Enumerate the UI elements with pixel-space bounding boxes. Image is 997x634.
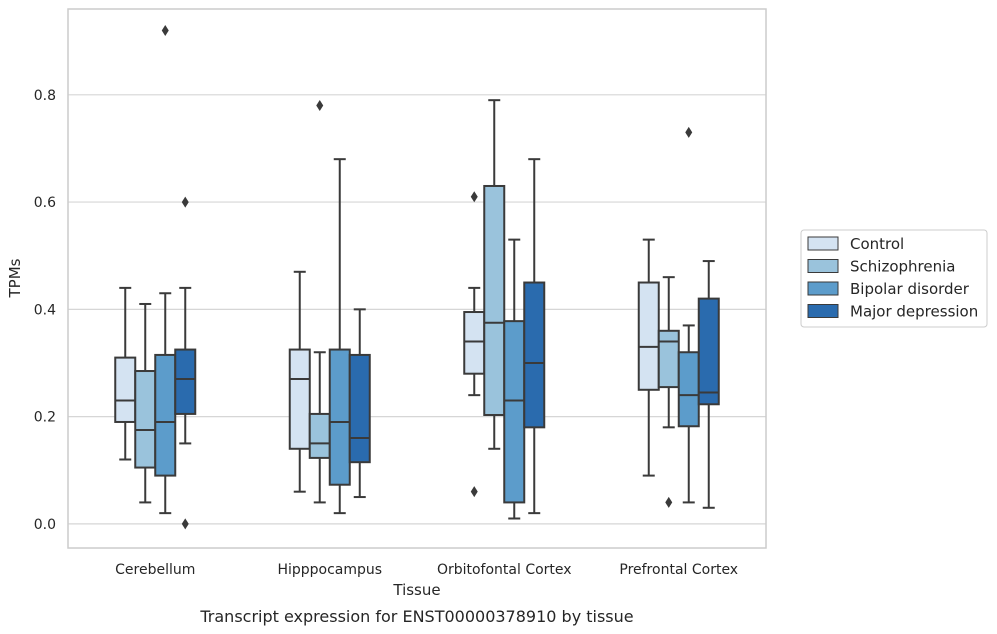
legend-swatch <box>807 259 839 273</box>
x-tick-labels: Cerebellum Hipppocampus Orbitofontal Corte… <box>115 562 738 578</box>
box <box>328 348 351 486</box>
y-tick-labels: 0.0 0.2 0.4 0.6 0.8 <box>34 88 56 533</box>
box <box>463 311 486 375</box>
box <box>503 320 526 504</box>
y-tick-label: 0.4 <box>34 302 56 318</box>
box <box>637 281 660 391</box>
legend: Control Schizophrenia Bipolar disorder Majo… <box>800 229 988 328</box>
outlier-point <box>181 196 189 208</box>
legend-swatch <box>807 281 839 296</box>
box-series <box>114 24 720 530</box>
box-group <box>308 100 331 504</box>
box-group <box>114 286 137 461</box>
outlier-point <box>161 24 169 36</box>
box <box>114 356 137 423</box>
box <box>483 184 506 416</box>
outlier-point <box>181 518 189 530</box>
box-group <box>328 158 351 515</box>
box <box>523 281 546 429</box>
y-tick-label: 0.8 <box>34 88 56 104</box>
box-group <box>503 238 526 520</box>
legend-label: Control <box>850 235 904 253</box>
y-tick-label: 0.2 <box>34 410 56 426</box>
plot-frame <box>67 8 767 549</box>
legend-swatch <box>807 236 839 251</box>
box-group <box>348 308 371 499</box>
chart-caption: Transcript expression for ENST0000037891… <box>199 607 633 626</box>
box-group <box>134 302 157 504</box>
box-group <box>677 126 700 504</box>
box-group <box>697 260 720 509</box>
box <box>308 412 331 459</box>
outlier-point <box>685 126 693 138</box>
y-tick-label: 0.0 <box>34 517 56 533</box>
box <box>657 329 680 389</box>
box-group <box>637 238 660 477</box>
box-group <box>463 191 486 498</box>
box <box>134 370 157 469</box>
box <box>677 351 700 428</box>
box <box>697 297 720 406</box>
legend-label: Bipolar disorder <box>850 280 970 298</box>
outlier-point <box>470 486 478 498</box>
outlier-point <box>665 496 673 508</box>
box-group <box>523 158 546 515</box>
box-group <box>657 276 680 508</box>
box <box>154 353 177 477</box>
legend-frame <box>800 229 988 328</box>
box-group <box>154 24 177 515</box>
x-tick-label: Orbitofontal Cortex <box>437 562 572 578</box>
y-axis-label: TPMs <box>6 258 24 298</box>
x-axis-label: Tissue <box>392 581 440 599</box>
box <box>288 348 311 450</box>
legend-swatch <box>807 304 839 318</box>
y-tick-label: 0.6 <box>34 195 56 211</box>
outlier-point <box>316 100 324 112</box>
x-tick-label: Hipppocampus <box>277 562 382 578</box>
box <box>174 348 197 415</box>
legend-label: Major depression <box>850 303 978 321</box>
box-group <box>174 196 197 530</box>
x-tick-label: Prefrontal Cortex <box>619 562 738 578</box>
box <box>348 353 371 464</box>
box-group <box>483 99 506 450</box>
box-group <box>288 270 311 493</box>
x-tick-label: Cerebellum <box>115 562 195 578</box>
legend-label: Schizophrenia <box>850 258 955 276</box>
outlier-point <box>470 191 478 203</box>
